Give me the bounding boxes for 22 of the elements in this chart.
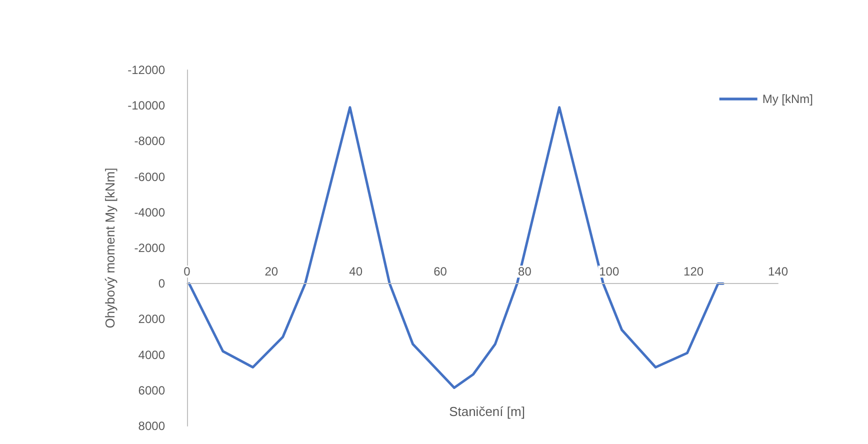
y-tick-label: -4000 bbox=[134, 205, 166, 220]
y-axis-title: Ohybový moment My [kNm] bbox=[102, 168, 118, 328]
y-tick-label: -2000 bbox=[134, 241, 166, 255]
x-tick-label: 80 bbox=[518, 264, 532, 279]
y-tick-label: -12000 bbox=[128, 63, 166, 77]
x-tick-label: 0 bbox=[184, 264, 191, 279]
x-tick-label: 60 bbox=[434, 264, 448, 279]
x-tick-label: 120 bbox=[684, 264, 704, 279]
x-tick-label: 140 bbox=[768, 264, 788, 279]
y-tick-label: 4000 bbox=[138, 348, 166, 362]
x-tick-label: 40 bbox=[349, 264, 363, 279]
y-tick-label: -8000 bbox=[134, 134, 166, 148]
y-tick-label: 0 bbox=[158, 276, 166, 291]
y-tick-label: -6000 bbox=[134, 170, 166, 184]
legend-label: My [kNm] bbox=[762, 92, 814, 106]
y-tick-label: 8000 bbox=[138, 419, 166, 433]
y-tick-label: 2000 bbox=[138, 312, 166, 326]
x-tick-label: 20 bbox=[264, 264, 278, 279]
y-tick-label: 6000 bbox=[138, 383, 166, 398]
x-tick-label: 100 bbox=[599, 264, 620, 279]
x-axis-title: Staničení [m] bbox=[449, 404, 525, 419]
y-tick-label: -10000 bbox=[128, 98, 166, 113]
